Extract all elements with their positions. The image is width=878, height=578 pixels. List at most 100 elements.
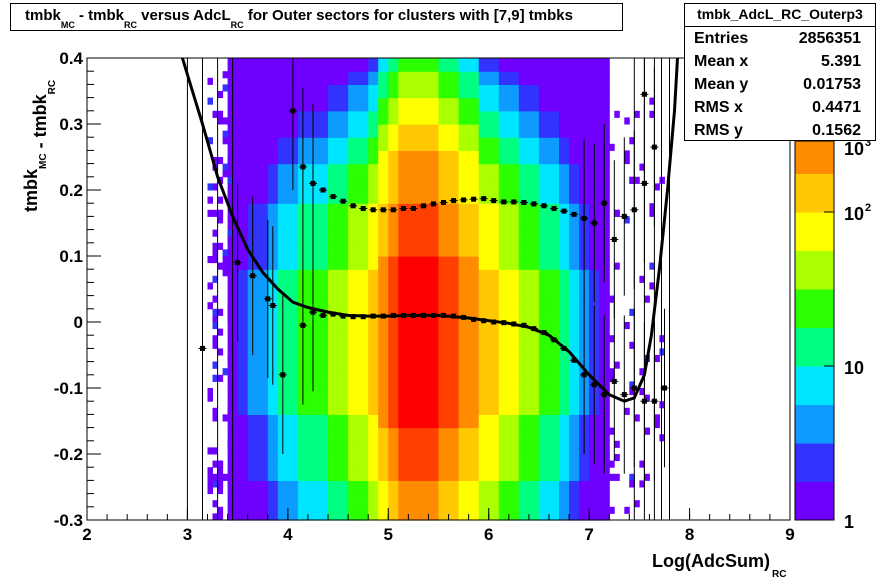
heatmap-cell [212,335,218,343]
heatmap-cell [348,124,359,138]
heatmap-cell [237,506,249,521]
heatmap-cell [378,440,389,455]
heatmap-cell [629,137,635,145]
heatmap-cell [488,480,500,495]
palette-tick-exponent: 2 [865,202,871,214]
heatmap-cell [222,163,229,171]
heatmap-cell [428,335,440,349]
heatmap-cell [207,480,213,488]
heatmap-cell [207,467,213,475]
heatmap-cell [257,493,269,508]
heatmap-cell [649,203,655,211]
heatmap-cell [624,150,630,158]
heatmap-cell [549,110,560,125]
heatmap-cell [559,229,570,244]
heatmap-cell [388,282,399,297]
heatmap-cell [408,84,419,99]
heatmap-cell [257,361,269,376]
heatmap-cell [458,295,470,310]
heatmap-cell [237,269,249,283]
heatmap-cell [222,84,229,92]
heatmap-cell [267,84,279,99]
heatmap-cell [559,467,570,481]
heatmap-cell [418,269,429,283]
heatmap-cell [348,414,359,429]
heatmap-cell [247,163,259,178]
heatmap-cell [328,322,339,336]
heatmap-cell [378,163,389,178]
heatmap-cell [458,322,470,336]
heatmap-cell [398,163,409,178]
palette-swatch [795,327,834,367]
heatmap-cell [368,454,379,468]
heatmap-cell [528,176,540,191]
heatmap-cell [589,467,600,481]
heatmap-cell [348,216,359,231]
heatmap-cell [559,256,570,270]
heatmap-cell [398,176,409,191]
heatmap-cell [418,190,429,204]
heatmap-cell [212,110,218,118]
heatmap-cell [428,84,440,99]
heatmap-cell [549,216,560,231]
heatmap-cell [348,163,359,178]
heatmap-cell [418,506,429,521]
heatmap-cell [468,58,480,72]
heatmap-cell [599,97,610,112]
heatmap-cell [478,256,490,270]
heatmap-cell [318,427,329,442]
heatmap-cell [438,295,450,310]
heatmap-cell [498,282,510,297]
heatmap-cell [277,110,289,125]
heatmap-cell [318,388,329,402]
heatmap-cell [448,190,460,204]
heatmap-cell [418,401,429,415]
y-tick-label: -0.1 [54,379,83,398]
heatmap-cell [388,374,399,389]
heatmap-cell [448,295,460,310]
heatmap-cell [438,229,450,244]
heatmap-cell [318,71,329,85]
heatmap-cell [468,97,480,112]
heatmap-cell [257,348,269,363]
heatmap-cell [378,480,389,495]
heatmap-cell [488,124,500,138]
heatmap-cell [508,137,520,151]
heatmap-cell [388,467,399,481]
heatmap-cell [247,414,259,429]
heatmap-cell [478,163,490,178]
heatmap-cell [212,361,218,369]
heatmap-cell [518,84,530,99]
heatmap-cell [328,84,339,99]
heatmap-cell [624,216,630,224]
heatmap-cell [478,480,490,495]
heatmap-cell [438,480,450,495]
heatmap-cell [488,295,500,310]
heatmap-cell [518,506,530,521]
heatmap-cell [328,467,339,481]
heatmap-cell [217,348,224,356]
heatmap-cell [589,124,600,138]
heatmap-cell [257,427,269,442]
stats-row-mean-y: Mean y 0.01753 [694,76,861,93]
heatmap-cell [217,196,224,204]
heatmap-cell [438,506,450,521]
heatmap-cell [217,480,224,488]
heatmap-cell [549,348,560,363]
heatmap-cell [609,460,615,468]
heatmap-cell [307,427,319,442]
heatmap-cell [237,308,249,323]
heatmap-cell [318,190,329,204]
heatmap-cell [569,242,580,257]
heatmap-cell [237,348,249,363]
heatmap-cell [378,454,389,468]
heatmap-cell [212,315,218,323]
heatmap-cell [388,295,399,310]
heatmap-cell [358,176,369,191]
heatmap-cell [438,282,450,297]
heatmap-cell [257,242,269,257]
heatmap-cell [328,58,339,72]
heatmap-cell [659,176,665,184]
heatmap-cell [579,124,590,138]
palette-swatch [795,366,834,405]
